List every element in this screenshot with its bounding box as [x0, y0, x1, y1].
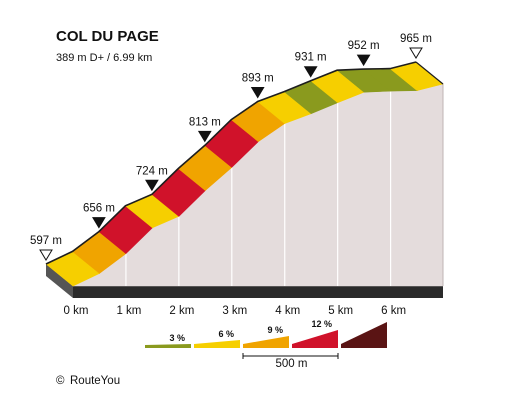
elevation-label: 965 m — [400, 33, 432, 45]
elevation-markers: 597 m 656 m 724 m 813 m 893 m 931 m 952 m 965 m — [30, 33, 432, 261]
chart-subtitle: 389 m D+ / 6.99 km — [56, 52, 152, 64]
legend-swatch — [341, 322, 387, 348]
copyright-symbol: © — [56, 375, 65, 387]
elevation-marker-triangle — [92, 217, 106, 229]
elevation-label: 931 m — [295, 52, 327, 64]
distance-tick-label: 2 km — [169, 305, 194, 317]
elevation-marker-triangle — [356, 54, 371, 67]
chart-title: COL DU PAGE — [56, 28, 159, 45]
profile-outline-right — [415, 61, 444, 85]
elevation-marker-triangle — [250, 87, 265, 99]
legend-swatch — [243, 336, 289, 348]
elevation-label: 952 m — [348, 40, 380, 52]
distance-tick-label: 3 km — [222, 305, 247, 317]
legend-swatch — [194, 340, 240, 348]
elevation-marker-triangle — [197, 130, 212, 143]
legend-label: 9 % — [267, 325, 283, 335]
elevation-label: 893 m — [242, 73, 274, 85]
elevation-label: 597 m — [30, 235, 62, 247]
profile-gradient-segments — [45, 61, 444, 287]
base-end-cap — [46, 264, 73, 298]
profile-outline — [45, 61, 417, 265]
elevation-label: 656 m — [83, 203, 115, 215]
elevation-label: 724 m — [136, 165, 168, 177]
elevation-marker-triangle — [145, 179, 159, 192]
credit-text: RouteYou — [70, 375, 120, 387]
elevation-marker-triangle — [39, 249, 53, 261]
scale-bar-label: 500 m — [276, 358, 308, 370]
legend-label: 3 % — [169, 333, 185, 343]
distance-tick-label: 6 km — [381, 305, 406, 317]
elevation-marker-triangle — [409, 47, 423, 59]
distance-axis: 0 km 1 km 2 km 3 km 4 km 5 km 6 km — [64, 305, 407, 317]
profile-side-wall — [72, 83, 444, 287]
gradient-legend: 3 % 6 % 9 % 12 % 500 m — [145, 319, 387, 370]
credit: © RouteYou — [56, 375, 120, 387]
distance-tick-label: 1 km — [116, 305, 141, 317]
legend-label: 12 % — [311, 319, 332, 329]
elevation-marker-triangle — [303, 66, 318, 78]
base-front-face — [73, 286, 443, 298]
distance-tick-label: 4 km — [275, 305, 300, 317]
elevation-label: 813 m — [189, 116, 221, 128]
distance-tick-label: 5 km — [328, 305, 353, 317]
legend-label: 6 % — [218, 329, 234, 339]
distance-tick-label: 0 km — [64, 305, 89, 317]
legend-swatch — [145, 344, 191, 348]
legend-swatch — [292, 330, 338, 348]
